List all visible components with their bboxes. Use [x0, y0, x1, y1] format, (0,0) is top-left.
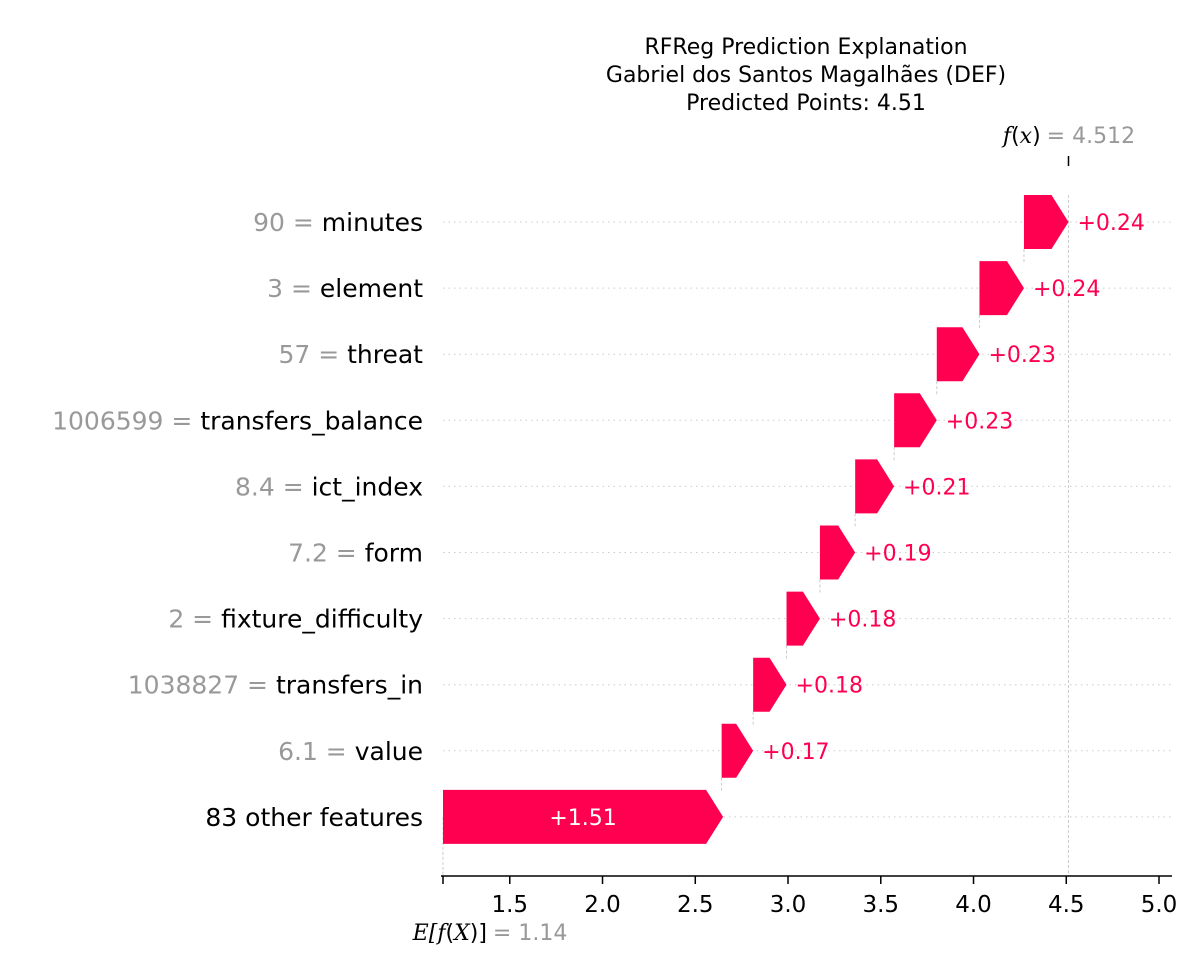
output-value: 4.512 — [1072, 124, 1135, 149]
feature-value: 90 = — [253, 208, 322, 237]
title-line-2: Gabriel dos Santos Magalhães (DEF) — [606, 63, 1006, 88]
feature-name: element — [320, 274, 423, 303]
feature-label: 7.2 = form — [288, 539, 423, 568]
output-close-paren: ) — [1032, 124, 1041, 149]
bar-value-label: +1.51 — [549, 806, 616, 831]
x-tick-label: 1.5 — [491, 892, 528, 918]
x-axis: 1.5 2.0 2.5 3.0 3.5 4.0 4.5 5.0 — [441, 875, 1178, 918]
feature-label: 8.4 = ict_index — [235, 472, 423, 501]
feature-label: 6.1 = value — [278, 737, 423, 766]
feature-name: transfers_in — [276, 671, 423, 700]
feature-name: 83 other features — [205, 803, 423, 832]
x-tick-label: 4.5 — [1048, 892, 1085, 918]
chart-title: RFReg Prediction Explanation Gabriel dos… — [606, 35, 1006, 116]
feature-label: 2 = fixture_difficulty — [168, 605, 423, 634]
bar-value-label: +0.19 — [864, 542, 931, 567]
feature-value: 6.1 = — [278, 737, 355, 766]
feature-value: 1038827 = — [128, 671, 276, 700]
feature-label: 1006599 = transfers_balance — [52, 406, 423, 435]
output-var-symbol: x — [1020, 124, 1033, 149]
feature-value: 1006599 = — [52, 406, 200, 435]
feature-value: 2 = — [168, 605, 221, 634]
x-tick-label: 2.0 — [584, 892, 621, 918]
feature-label: 3 = element — [267, 274, 423, 303]
bar-value-label: +0.18 — [796, 674, 863, 699]
x-tick-label: 2.5 — [677, 892, 714, 918]
x-tick-label: 4.0 — [955, 892, 992, 918]
bar-value-label: +0.24 — [1077, 211, 1144, 236]
contribution-bar — [894, 393, 937, 448]
contribution-bar — [753, 657, 787, 712]
feature-label: 90 = minutes — [253, 208, 423, 237]
row-gridlines — [443, 221, 1172, 818]
bar-value-label: +0.18 — [829, 608, 896, 633]
expected-var-symbol: X — [452, 921, 471, 946]
feature-value: 3 = — [267, 274, 320, 303]
feature-name: form — [365, 539, 423, 568]
x-tick-label: 5.0 — [1141, 892, 1178, 918]
feature-name: value — [355, 737, 423, 766]
title-line-3: Predicted Points: 4.51 — [686, 91, 926, 116]
feature-label: 57 = threat — [278, 340, 423, 369]
contribution-bar — [1023, 195, 1069, 249]
contribution-bars: +0.24 +0.24 +0.23 +0.23 +0.21 +0.19 +0.18 +0.18… — [443, 195, 1145, 844]
contribution-bar — [979, 261, 1024, 316]
expected-open-paren: ( — [445, 921, 454, 946]
feature-name: ict_index — [312, 472, 423, 501]
expected-pre: E[ — [412, 921, 438, 946]
expected-close: )] — [470, 921, 487, 946]
output-value-label: f(x) = 4.512 — [1001, 124, 1135, 149]
base-value-label: E[f(X)] = 1.14 — [412, 921, 568, 946]
feature-name: threat — [347, 340, 423, 369]
contribution-bar — [936, 327, 980, 382]
bar-value-label: +0.23 — [946, 409, 1013, 434]
bar-value-label: +0.24 — [1033, 277, 1100, 302]
x-tick-label: 3.5 — [862, 892, 899, 918]
base-value: 1.14 — [518, 921, 567, 946]
contribution-bar — [819, 525, 856, 580]
feature-value: 8.4 = — [235, 472, 312, 501]
feature-label: 83 other features — [205, 803, 423, 832]
feature-labels: 90 = minutes 3 = element 57 = threat 100659… — [52, 208, 423, 832]
contribution-bar — [855, 459, 895, 514]
feature-value: 57 = — [278, 340, 347, 369]
feature-value: 7.2 = — [288, 539, 365, 568]
expected-equals: = — [493, 921, 518, 946]
output-open-paren: ( — [1011, 124, 1020, 149]
output-equals: = — [1047, 124, 1072, 149]
bar-value-label: +0.17 — [762, 740, 829, 765]
contribution-bar — [443, 789, 724, 844]
x-tick-label: 3.0 — [770, 892, 807, 918]
reference-lines — [442, 156, 1070, 876]
feature-name: fixture_difficulty — [221, 605, 423, 634]
contribution-bar — [786, 591, 820, 646]
feature-label: 1038827 = transfers_in — [128, 671, 423, 700]
contribution-bar — [721, 723, 754, 778]
title-line-1: RFReg Prediction Explanation — [644, 35, 967, 60]
bar-value-label: +0.23 — [988, 343, 1055, 368]
feature-name: transfers_balance — [200, 406, 423, 435]
bar-value-label: +0.21 — [903, 475, 970, 500]
feature-name: minutes — [322, 208, 423, 237]
